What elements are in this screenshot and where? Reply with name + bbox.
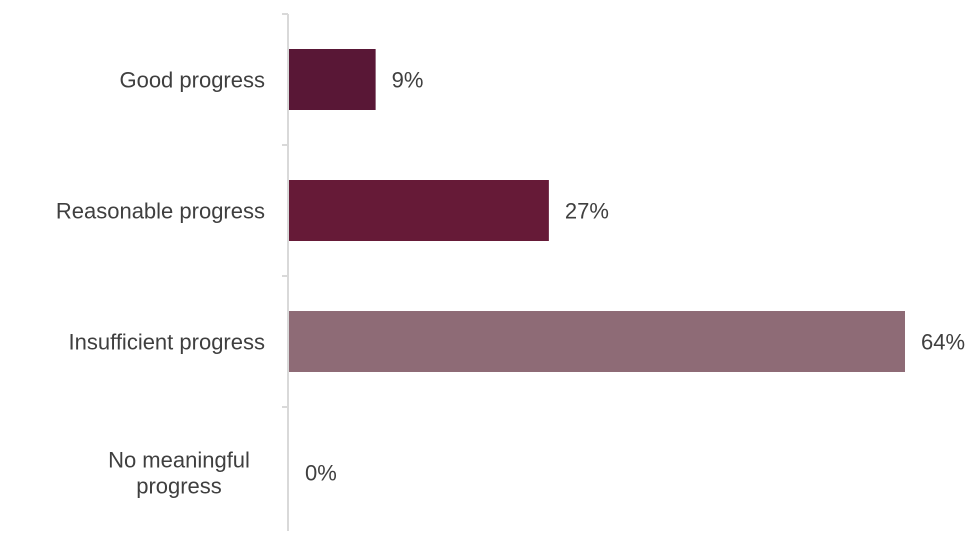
- bar-reasonable-progress: [289, 180, 549, 241]
- data-label-no-meaningful-progress: 0%: [305, 461, 337, 486]
- data-label-insufficient-progress: 64%: [921, 330, 965, 355]
- category-label-insufficient-progress: Insufficient progress: [69, 330, 265, 355]
- bar-good-progress: [289, 49, 376, 110]
- data-label-good-progress: 9%: [392, 68, 424, 93]
- category-label-no-meaningful-progress: No meaningful progress: [108, 448, 250, 499]
- category-label-good-progress: Good progress: [119, 68, 265, 93]
- category-label-reasonable-progress: Reasonable progress: [56, 199, 265, 224]
- data-label-reasonable-progress: 27%: [565, 199, 609, 224]
- bar-insufficient-progress: [289, 311, 905, 372]
